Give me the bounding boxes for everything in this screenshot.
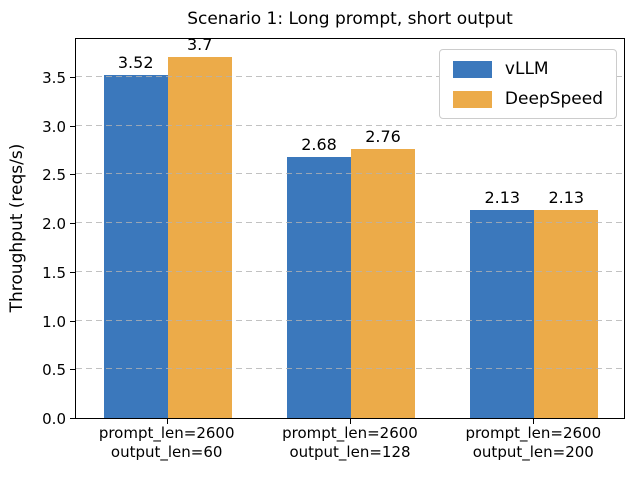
bar-deepspeed-group2	[351, 149, 415, 418]
bar-deepspeed-group1	[167, 57, 232, 418]
y-tick-label: 3.5	[42, 68, 66, 87]
y-tick-label: 1.0	[42, 312, 66, 331]
y-tick-mark	[70, 174, 75, 176]
x-tick-label: prompt_len=2600 output_len=128	[240, 424, 460, 462]
x-tick-label-line: prompt_len=2600	[98, 424, 235, 442]
y-tick-mark	[70, 320, 75, 322]
bar-value-label: 3.7	[186, 35, 213, 55]
x-tick-label-line: output_len=128	[289, 443, 411, 461]
legend-label-deepspeed: DeepSpeed	[504, 89, 603, 109]
gridline	[76, 222, 624, 224]
chart-title: Scenario 1: Long prompt, short output	[187, 9, 513, 29]
y-tick-label: 1.5	[42, 263, 66, 282]
x-tick-label-line: prompt_len=2600	[282, 424, 418, 442]
x-tick-mark	[166, 419, 168, 424]
legend-label-vllm: vLLM	[504, 59, 549, 79]
legend-swatch-vllm	[452, 60, 492, 78]
y-tick-label: 2.0	[42, 215, 66, 234]
bar-vllm-group3	[470, 210, 535, 418]
plot-area: vLLM DeepSpeed 3.52 2.68 2.13 3.7 2.76 2.13	[75, 35, 625, 419]
bar-value-label: 3.52	[117, 53, 154, 73]
bar-value-label: 2.76	[365, 127, 401, 147]
gridline	[76, 173, 624, 175]
bar-value-label: 2.13	[484, 188, 521, 208]
x-tick-label-line: output_len=60	[110, 443, 223, 461]
legend-swatch-deepspeed	[452, 90, 492, 108]
y-tick-label: 0.5	[42, 361, 66, 380]
x-tick-label-line: prompt_len=2600	[465, 424, 602, 442]
gridline	[76, 124, 624, 126]
y-tick-mark	[70, 125, 75, 127]
bar-vllm-group1	[103, 75, 168, 418]
x-tick-mark	[350, 419, 351, 424]
legend: vLLM DeepSpeed	[438, 49, 617, 119]
y-tick-label: 0.0	[42, 410, 66, 428]
x-tick-mark	[533, 419, 535, 424]
x-tick-label: prompt_len=2600 output_len=60	[57, 424, 277, 462]
gridline	[76, 368, 624, 370]
y-tick-label: 3.0	[42, 117, 66, 136]
y-tick-label: 2.5	[42, 166, 66, 185]
bar-vllm-group2	[287, 156, 351, 418]
bar-value-label: 2.13	[548, 188, 585, 208]
x-tick-label: prompt_len=2600 output_len=200	[423, 424, 640, 462]
gridline	[76, 75, 624, 77]
legend-entry-deepspeed: DeepSpeed	[452, 89, 603, 109]
y-tick-mark	[70, 369, 75, 371]
y-tick-mark	[70, 223, 75, 225]
x-tick-label-line: output_len=200	[472, 443, 594, 461]
bar-value-label: 2.68	[301, 134, 337, 154]
bar-deepspeed-group3	[534, 210, 599, 418]
y-tick-mark	[70, 271, 75, 273]
legend-entry-vllm: vLLM	[452, 59, 603, 79]
y-tick-mark	[70, 76, 75, 78]
gridline	[76, 270, 624, 272]
y-tick-mark	[70, 418, 75, 419]
gridline	[76, 319, 624, 321]
